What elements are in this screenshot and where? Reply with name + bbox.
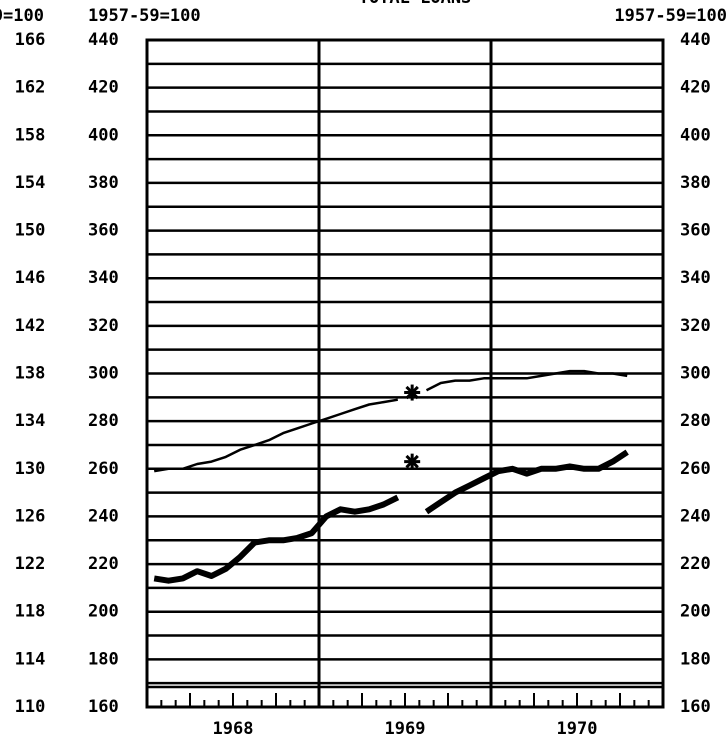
series-line — [153, 369, 628, 473]
highlight-star — [404, 453, 421, 470]
series-line — [153, 449, 629, 584]
y-left-tick-label: 122 — [15, 554, 46, 574]
y-tick-label: 360 — [88, 221, 119, 241]
y-tick-label: 320 — [88, 316, 119, 336]
y-left-tick-label: 126 — [15, 506, 46, 526]
star-stroke — [405, 454, 419, 469]
y-right-tick-label: 200 — [680, 602, 711, 622]
y-tick-label: 280 — [88, 411, 119, 431]
y-left-tick-label: 146 — [15, 268, 46, 288]
y-left-tick-label: 130 — [15, 459, 46, 479]
y-tick-label: 260 — [88, 459, 119, 479]
x-tick-label: 1968 — [213, 719, 254, 739]
y-left-tick-label: 158 — [15, 125, 46, 145]
highlight-star — [404, 384, 421, 401]
y-left-tick-label: 150 — [15, 221, 46, 241]
y-right-tick-label: 220 — [680, 554, 711, 574]
y-left-tick-label: 114 — [15, 649, 46, 669]
y-right-tick-label: 380 — [680, 173, 711, 193]
left-axis-label: 1957-59=100 — [0, 6, 44, 26]
y-tick-label: 300 — [88, 364, 119, 384]
y-right-tick-label: 420 — [680, 78, 711, 98]
y-left-tick-label: 162 — [15, 78, 46, 98]
y-tick-label: 180 — [88, 649, 119, 669]
x-tick-label: 1970 — [557, 719, 598, 739]
y-tick-label: 420 — [88, 78, 119, 98]
y-tick-label: 160 — [88, 697, 119, 717]
y-tick-label: 400 — [88, 125, 119, 145]
y-left-tick-label: 118 — [15, 602, 46, 622]
y-left-tick-label: 166 — [15, 30, 46, 50]
x-tick-label: 1969 — [385, 719, 426, 739]
center-axis-label: 1957-59=100 — [88, 6, 201, 26]
y-left-tick-label: 154 — [15, 173, 46, 193]
y-right-tick-label: 280 — [680, 411, 711, 431]
y-tick-label: 340 — [88, 268, 119, 288]
y-left-tick-label: 138 — [15, 364, 46, 384]
y-tick-label: 380 — [88, 173, 119, 193]
y-right-tick-label: 440 — [680, 30, 711, 50]
y-right-tick-label: 400 — [680, 125, 711, 145]
chart-title: TOTAL LOANS — [359, 0, 472, 8]
y-right-tick-label: 360 — [680, 221, 711, 241]
y-right-tick-label: 320 — [680, 316, 711, 336]
y-tick-label: 440 — [88, 30, 119, 50]
right-axis-label: 1957-59=100 — [614, 6, 727, 26]
y-tick-label: 200 — [88, 602, 119, 622]
y-right-tick-label: 340 — [680, 268, 711, 288]
y-right-tick-label: 300 — [680, 364, 711, 384]
star-stroke — [405, 385, 419, 400]
y-left-tick-label: 110 — [15, 697, 46, 717]
y-right-tick-label: 260 — [680, 459, 711, 479]
y-left-tick-label: 134 — [15, 411, 46, 431]
y-right-tick-label: 180 — [680, 649, 711, 669]
y-right-tick-label: 160 — [680, 697, 711, 717]
y-tick-label: 240 — [88, 506, 119, 526]
y-left-tick-label: 142 — [15, 316, 46, 336]
y-tick-label: 220 — [88, 554, 119, 574]
y-right-tick-label: 240 — [680, 506, 711, 526]
